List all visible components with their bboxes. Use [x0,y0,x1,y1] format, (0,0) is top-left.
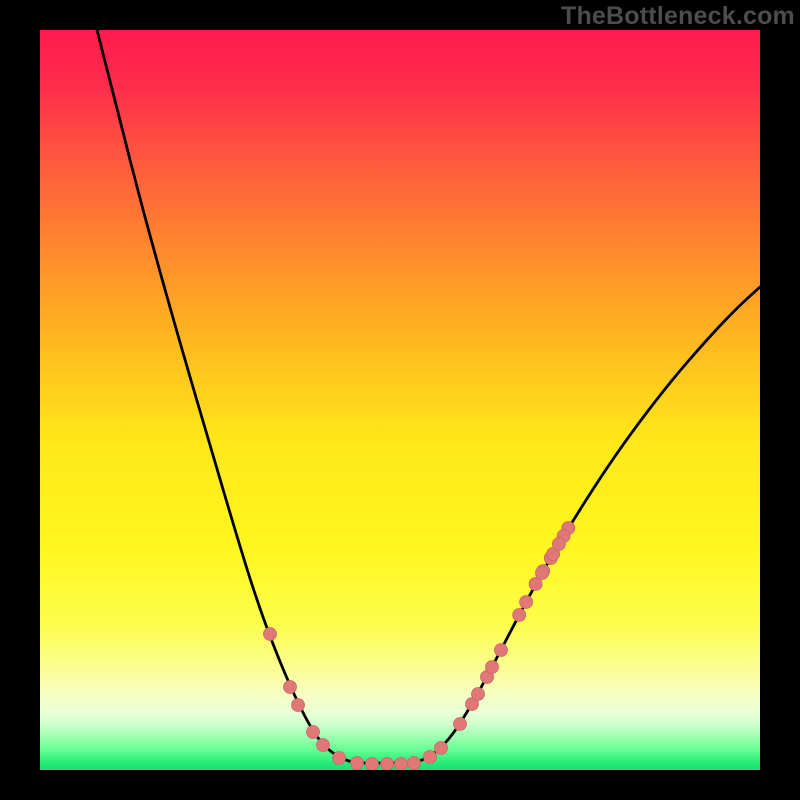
plot-area [40,30,760,770]
marker-group [264,522,575,771]
right-curve [415,287,760,763]
data-point-marker [408,757,421,770]
data-point-marker [552,538,565,551]
data-point-marker [424,751,437,764]
data-point-marker [513,609,526,622]
data-point-marker [472,688,485,701]
data-point-marker [395,758,408,771]
data-point-marker [284,681,297,694]
data-point-marker [366,758,379,771]
data-point-marker [454,718,467,731]
data-point-marker [495,644,508,657]
data-point-marker [333,752,346,765]
watermark-text: TheBottleneck.com [561,2,795,31]
data-point-marker [264,628,277,641]
data-point-marker [307,726,320,739]
left-curve [97,30,355,763]
data-point-marker [292,699,305,712]
data-point-marker [351,757,364,770]
data-point-marker [536,567,549,580]
data-point-marker [520,596,533,609]
curve-layer [40,30,760,770]
data-point-marker [435,742,448,755]
data-point-marker [317,739,330,752]
data-point-marker [381,758,394,771]
data-point-marker [486,661,499,674]
